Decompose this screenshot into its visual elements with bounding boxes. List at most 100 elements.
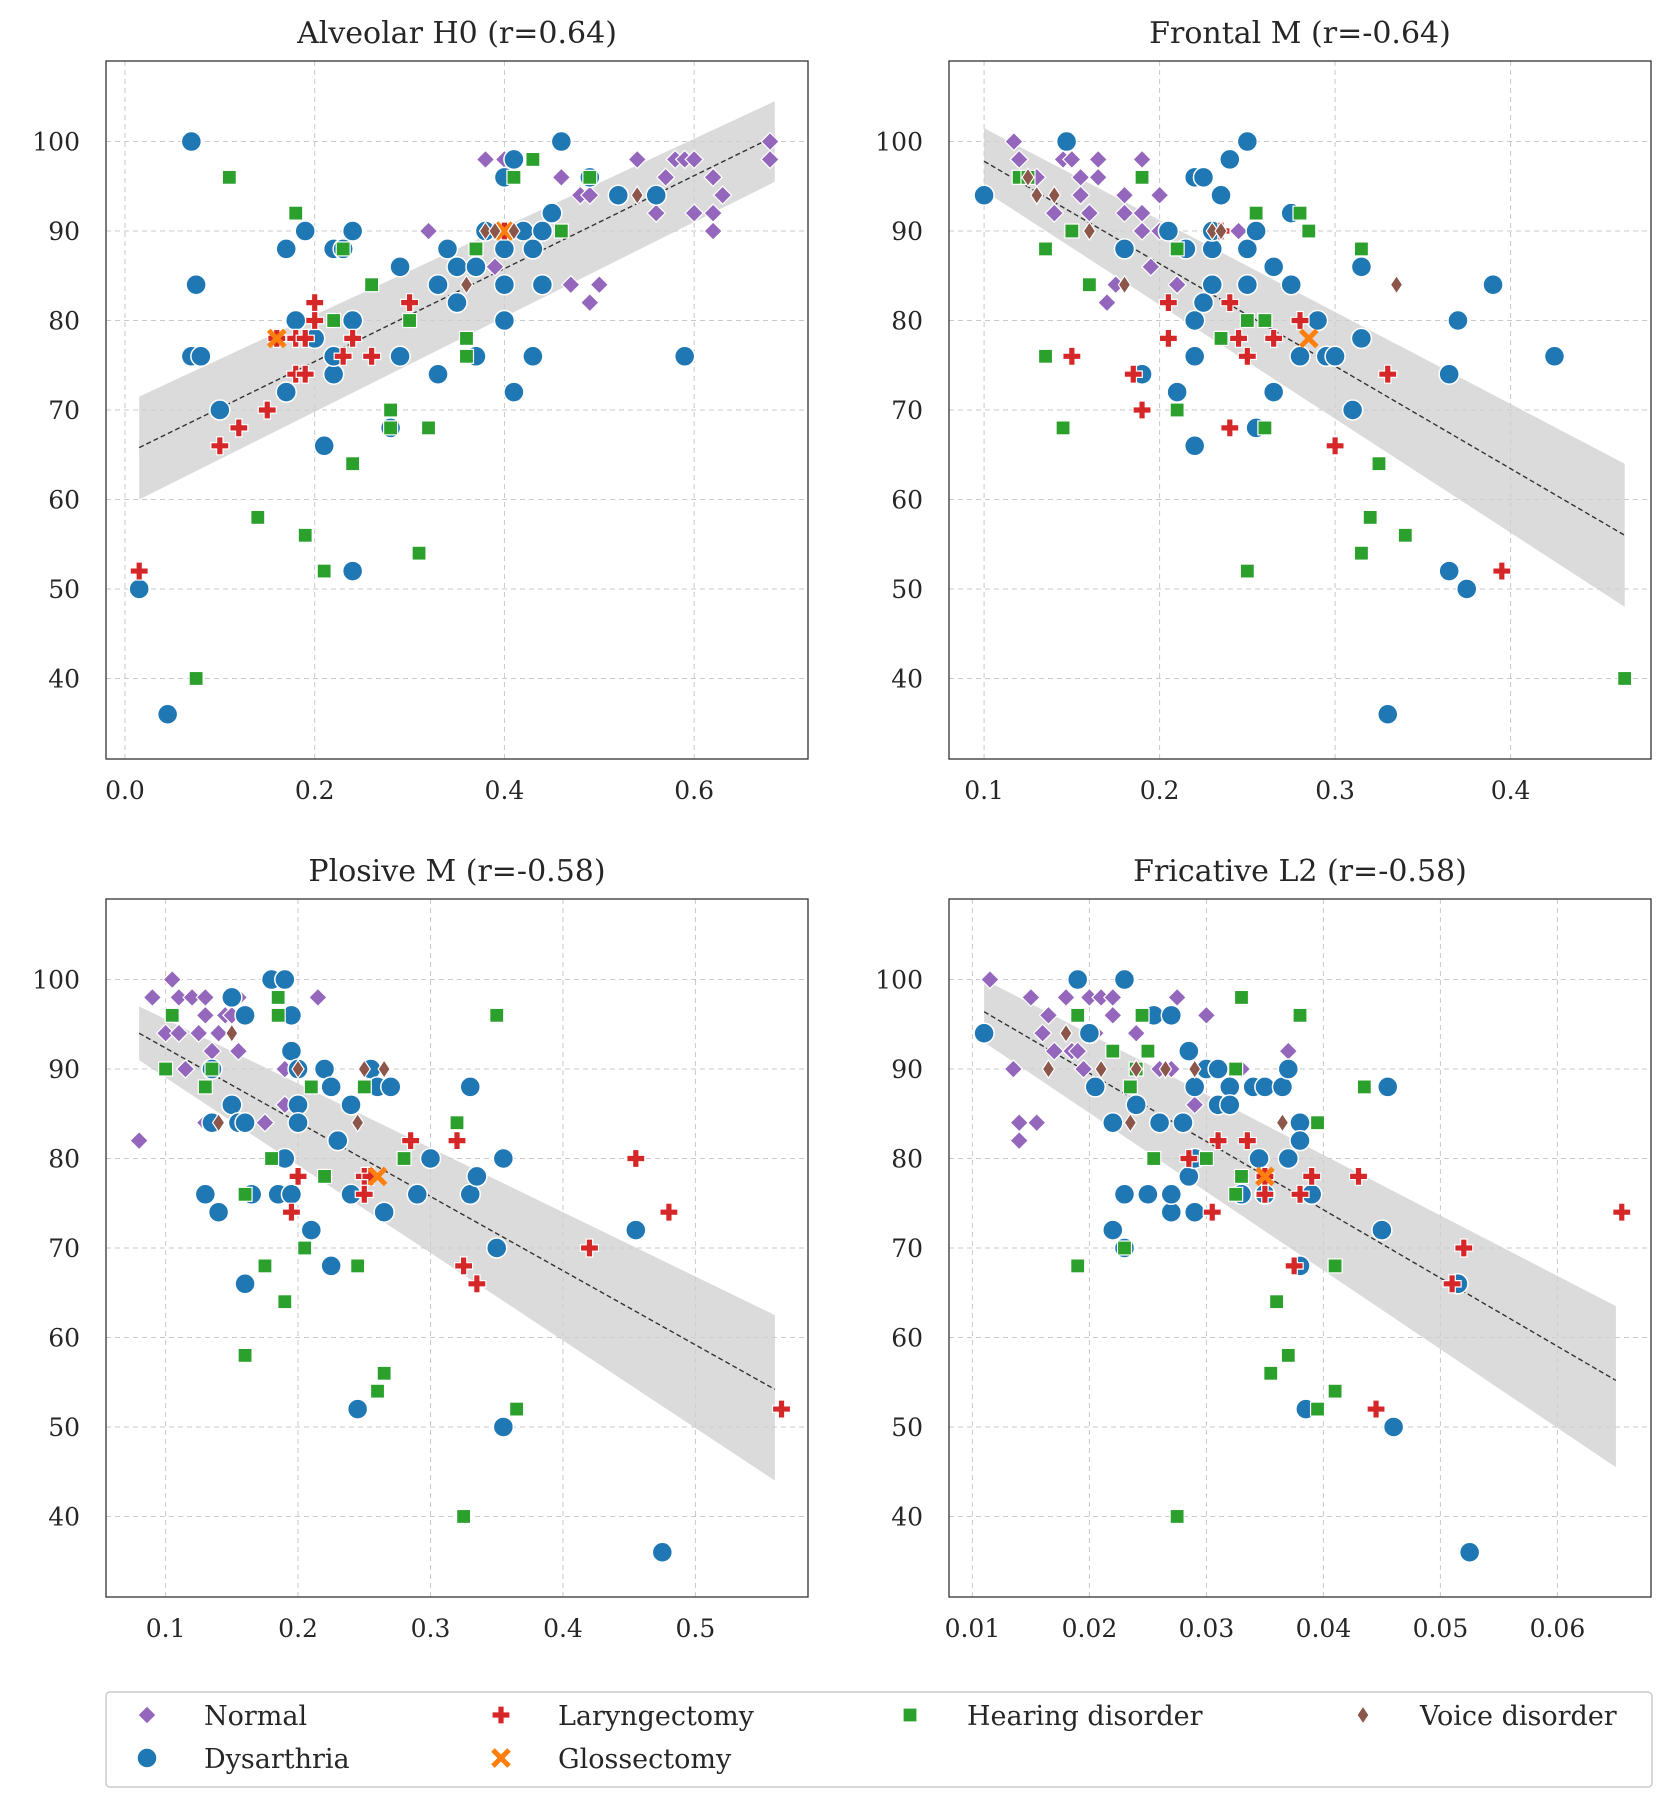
point-dysarthria xyxy=(221,1094,243,1116)
point-dysarthria xyxy=(156,703,179,726)
point-normal xyxy=(169,1023,189,1044)
point-laryngectomy xyxy=(1302,1166,1322,1187)
point-normal xyxy=(1009,149,1030,170)
y-tick-label: 40 xyxy=(891,1502,923,1531)
point-dysarthria xyxy=(550,130,573,153)
legend-label: Dysarthria xyxy=(204,1744,350,1775)
point-hearing-disorder xyxy=(1105,1043,1121,1059)
point-hearing-disorder xyxy=(1140,1043,1156,1059)
point-dysarthria xyxy=(1248,1147,1270,1170)
point-dysarthria xyxy=(234,1111,256,1134)
point-normal xyxy=(1167,987,1187,1008)
point-hearing-disorder xyxy=(326,312,342,329)
point-normal xyxy=(485,256,505,277)
point-voice-disorder xyxy=(225,1023,239,1044)
point-dysarthria xyxy=(522,345,544,368)
point-dysarthria xyxy=(313,1058,336,1080)
axes-frame xyxy=(948,898,1652,1598)
y-tick-label: 60 xyxy=(891,485,923,514)
point-laryngectomy xyxy=(659,1202,679,1222)
y-tick-label: 100 xyxy=(32,128,80,157)
y-tick-label: 60 xyxy=(891,1323,923,1352)
point-voice-disorder xyxy=(1094,1058,1108,1080)
y-tick-label: 80 xyxy=(48,307,80,336)
point-dysarthria xyxy=(1172,1111,1194,1134)
point-dysarthria xyxy=(427,273,449,296)
point-hearing-disorder xyxy=(401,312,418,329)
point-dysarthria xyxy=(1113,968,1136,991)
point-dysarthria xyxy=(625,1219,647,1241)
point-dysarthria xyxy=(1078,1022,1101,1044)
point-dysarthria xyxy=(1102,1111,1124,1134)
point-dysarthria xyxy=(1350,327,1373,350)
point-glossectomy xyxy=(494,221,515,241)
x-tick-label: 0.5 xyxy=(676,1614,716,1643)
y-tick-label: 70 xyxy=(48,396,80,425)
point-normal xyxy=(162,969,183,990)
point-laryngectomy xyxy=(626,1148,646,1169)
point-dysarthria xyxy=(1236,273,1259,296)
point-hearing-disorder xyxy=(449,1115,465,1131)
point-hearing-disorder xyxy=(356,1079,372,1095)
point-dysarthria xyxy=(1236,238,1259,260)
point-laryngectomy xyxy=(1348,1166,1369,1187)
point-laryngectomy xyxy=(401,1131,421,1151)
point-dysarthria xyxy=(1160,1004,1183,1027)
point-hearing-disorder xyxy=(1292,1007,1308,1023)
point-normal xyxy=(1088,167,1109,188)
x-tick-label: 0.3 xyxy=(1315,776,1355,805)
x-tick-label: 0.1 xyxy=(964,776,1004,805)
point-dysarthria xyxy=(1066,968,1089,991)
point-voice-disorder xyxy=(1059,1023,1073,1044)
point-dysarthria xyxy=(493,309,516,332)
point-normal xyxy=(684,149,705,170)
point-dysarthria xyxy=(406,1183,429,1206)
point-normal xyxy=(155,1023,176,1044)
legend-marker-voice-disorder xyxy=(1356,1704,1370,1726)
point-dysarthria xyxy=(446,256,468,278)
point-normal xyxy=(1026,1112,1047,1133)
panel-title: Plosive M (r=-0.58) xyxy=(308,854,605,889)
legend: Normal Dysarthria Laryngectomy Glossectomy H… xyxy=(105,1691,1653,1788)
point-dysarthria xyxy=(1382,1416,1405,1438)
point-hearing-disorder xyxy=(1257,312,1273,329)
point-dysarthria xyxy=(645,184,667,206)
point-normal xyxy=(1102,987,1123,1008)
x-tick-label: 0.4 xyxy=(543,1614,583,1643)
point-hearing-disorder xyxy=(1169,402,1185,418)
point-dysarthria xyxy=(274,968,296,991)
point-normal xyxy=(1102,1005,1123,1026)
x-tick-label: 0.6 xyxy=(674,776,714,805)
panel-title: Fricative L2 (r=-0.58) xyxy=(1133,854,1467,889)
point-dysarthria xyxy=(651,1541,674,1564)
point-voice-disorder xyxy=(211,1112,226,1133)
point-voice-disorder xyxy=(1187,1058,1202,1080)
point-dysarthria xyxy=(1207,1058,1229,1080)
point-laryngectomy xyxy=(288,1166,308,1187)
point-normal xyxy=(1132,149,1152,170)
point-hearing-disorder xyxy=(335,241,351,257)
point-dysarthria xyxy=(1192,166,1215,189)
point-dysarthria xyxy=(1102,1219,1124,1241)
point-hearing-disorder xyxy=(1055,420,1071,436)
points-group xyxy=(128,130,780,726)
point-dysarthria xyxy=(1148,1111,1171,1134)
point-dysarthria xyxy=(1245,220,1267,242)
legend-label: Normal xyxy=(204,1701,307,1732)
y-tick-label: 100 xyxy=(875,966,923,995)
point-dysarthria xyxy=(294,220,316,242)
point-laryngectomy xyxy=(1123,364,1143,384)
point-dysarthria xyxy=(1219,148,1241,171)
point-voice-disorder xyxy=(1205,220,1219,242)
x-tick-label: 0.2 xyxy=(278,1614,318,1643)
point-hearing-disorder xyxy=(1233,1168,1250,1185)
point-hearing-disorder xyxy=(270,1007,286,1023)
y-tick-label: 90 xyxy=(48,217,80,246)
point-dysarthria xyxy=(1306,309,1329,332)
point-laryngectomy xyxy=(1132,400,1152,420)
point-hearing-disorder xyxy=(1122,1079,1138,1095)
point-hearing-disorder xyxy=(316,1168,333,1185)
point-dysarthria xyxy=(1183,309,1206,332)
point-laryngectomy xyxy=(333,346,353,366)
point-normal xyxy=(188,1023,209,1044)
